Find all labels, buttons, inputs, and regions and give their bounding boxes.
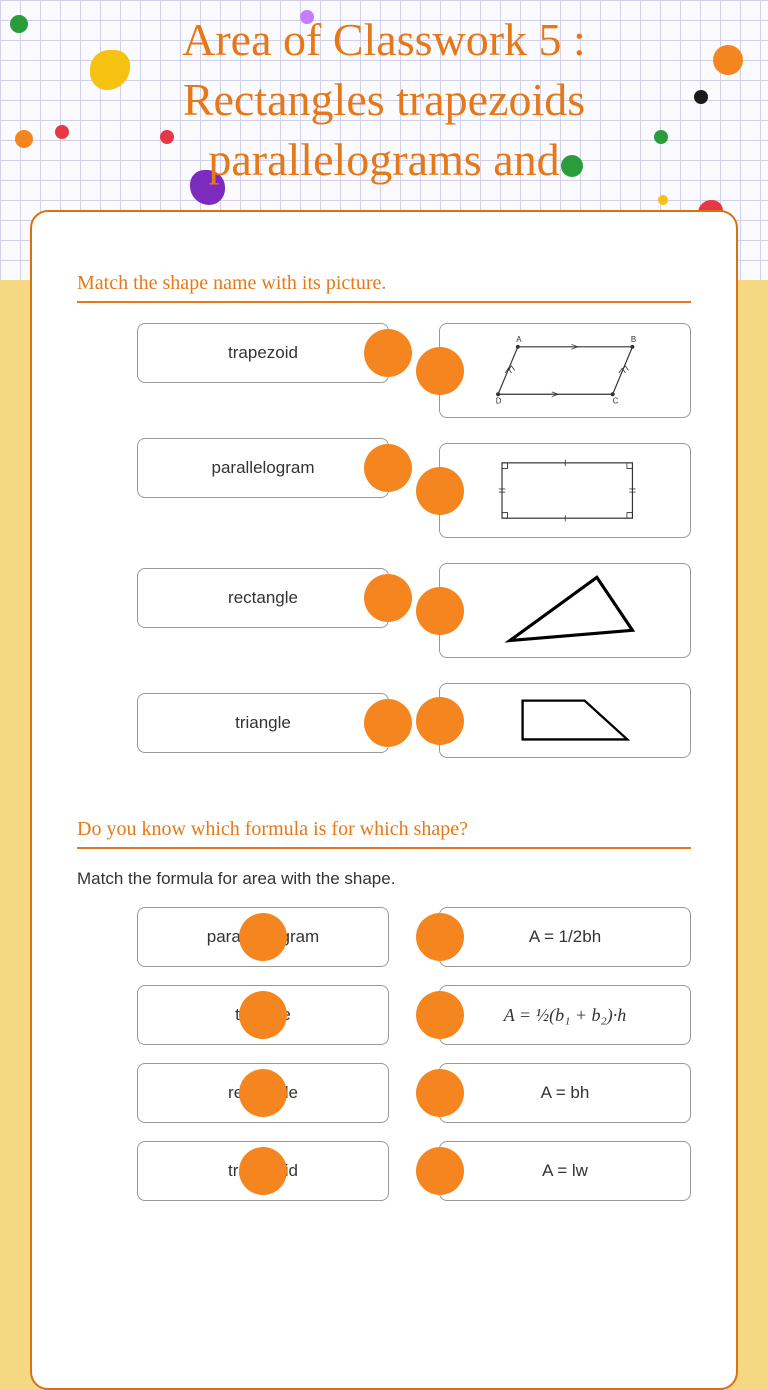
section2-left-column: paralleleogram triangle rectangle trapez… bbox=[77, 907, 389, 1201]
match-label-text: trapezoid bbox=[228, 343, 298, 363]
page-title: Area of Classwork 5 : Rectangles trapezo… bbox=[0, 0, 768, 189]
match-label-text: triangle bbox=[235, 713, 291, 733]
section2-match-grid: paralleleogram triangle rectangle trapez… bbox=[77, 907, 691, 1201]
match-label-rectangle2[interactable]: rectangle bbox=[137, 1063, 389, 1123]
formula-text: A = bh bbox=[541, 1083, 590, 1103]
section2-heading: Do you know which formula is for which s… bbox=[77, 818, 691, 849]
match-label-parallelogram2[interactable]: paralleleogram bbox=[137, 907, 389, 967]
section1-match-grid: trapezoid parallelogram rectangle triang… bbox=[77, 323, 691, 758]
connector-dot[interactable] bbox=[416, 347, 464, 395]
worksheet-card: Match the shape name with its picture. t… bbox=[30, 210, 738, 1390]
match-shape-trapezoid[interactable] bbox=[439, 683, 691, 758]
match-label-text: rectangle bbox=[228, 588, 298, 608]
formula-text: A = ½(b₁ + b₂)·h bbox=[504, 1005, 626, 1026]
match-formula-bh[interactable]: A = bh bbox=[439, 1063, 691, 1123]
title-line: parallelograms and bbox=[0, 130, 768, 190]
connector-dot[interactable] bbox=[416, 991, 464, 1039]
parallelogram-icon: A B C D bbox=[459, 331, 672, 410]
svg-text:D: D bbox=[495, 397, 501, 406]
connector-dot[interactable] bbox=[364, 329, 412, 377]
formula-text: A = lw bbox=[542, 1161, 588, 1181]
section1-heading: Match the shape name with its picture. bbox=[77, 272, 691, 303]
match-shape-triangle[interactable] bbox=[439, 563, 691, 658]
section2-right-column: A = 1/2bh A = ½(b₁ + b₂)·h A = bh A = lw bbox=[439, 907, 691, 1201]
match-label-text: parallelogram bbox=[212, 458, 315, 478]
match-label-parallelogram[interactable]: parallelogram bbox=[137, 438, 389, 498]
connector-dot[interactable] bbox=[416, 913, 464, 961]
connector-dot[interactable] bbox=[239, 991, 287, 1039]
connector-dot[interactable] bbox=[239, 1069, 287, 1117]
connector-dot[interactable] bbox=[364, 699, 412, 747]
connector-dot[interactable] bbox=[239, 1147, 287, 1195]
match-label-triangle[interactable]: triangle bbox=[137, 693, 389, 753]
connector-dot[interactable] bbox=[416, 1147, 464, 1195]
rectangle-icon bbox=[459, 451, 672, 530]
triangle-icon bbox=[459, 571, 672, 650]
match-shape-rectangle[interactable] bbox=[439, 443, 691, 538]
match-label-rectangle[interactable]: rectangle bbox=[137, 568, 389, 628]
section2-instruction: Match the formula for area with the shap… bbox=[77, 869, 691, 889]
match-label-triangle2[interactable]: triangle bbox=[137, 985, 389, 1045]
section1-right-column: A B C D bbox=[439, 323, 691, 758]
connector-dot[interactable] bbox=[416, 587, 464, 635]
svg-text:B: B bbox=[631, 335, 636, 344]
paint-splat bbox=[658, 195, 668, 205]
match-formula-lw[interactable]: A = lw bbox=[439, 1141, 691, 1201]
title-line: Rectangles trapezoids bbox=[0, 70, 768, 130]
section1-left-column: trapezoid parallelogram rectangle triang… bbox=[77, 323, 389, 758]
match-shape-parallelogram[interactable]: A B C D bbox=[439, 323, 691, 418]
connector-dot[interactable] bbox=[416, 1069, 464, 1117]
title-line: Area of Classwork 5 : bbox=[0, 10, 768, 70]
trapezoid-icon bbox=[459, 689, 672, 751]
svg-text:A: A bbox=[516, 335, 522, 344]
connector-dot[interactable] bbox=[239, 913, 287, 961]
connector-dot[interactable] bbox=[416, 467, 464, 515]
connector-dot[interactable] bbox=[364, 574, 412, 622]
formula-text: A = 1/2bh bbox=[529, 927, 601, 947]
svg-text:C: C bbox=[612, 397, 618, 406]
match-label-trapezoid2[interactable]: trapezoid bbox=[137, 1141, 389, 1201]
connector-dot[interactable] bbox=[364, 444, 412, 492]
connector-dot[interactable] bbox=[416, 697, 464, 745]
match-label-trapezoid[interactable]: trapezoid bbox=[137, 323, 389, 383]
match-formula-half-bh[interactable]: A = 1/2bh bbox=[439, 907, 691, 967]
match-formula-trapezoid[interactable]: A = ½(b₁ + b₂)·h bbox=[439, 985, 691, 1045]
